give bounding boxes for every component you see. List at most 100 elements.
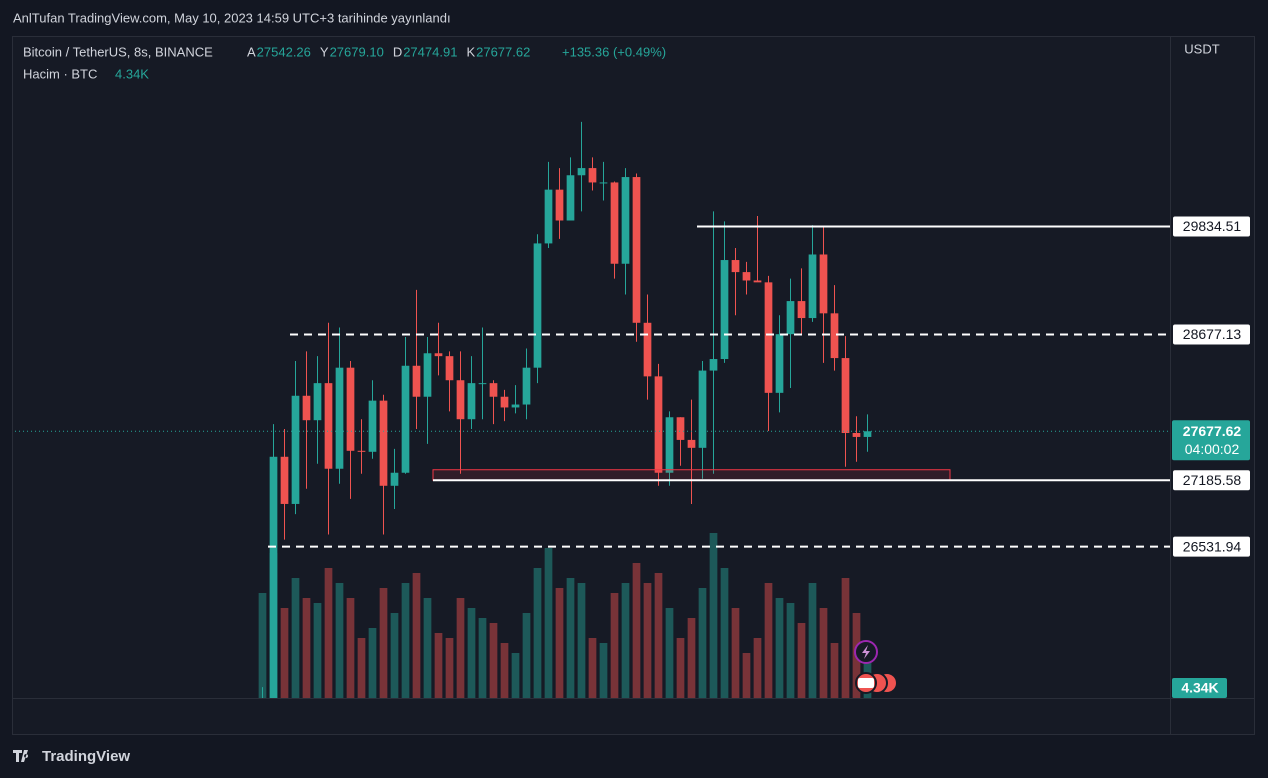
volume-bar [841,578,850,698]
candle-body [467,383,476,420]
volume-bar [445,638,454,698]
candle-body [489,383,498,397]
volume-bar [687,618,696,698]
candle-body [302,395,311,421]
volume-bar [588,638,597,698]
volume-bar [665,608,674,698]
volume-bar [819,608,828,698]
level-tag [1173,536,1250,557]
candle-body [797,301,806,319]
volume-bar [390,613,399,698]
volume-bar [599,643,608,698]
candle-body [291,395,300,504]
candle-body [368,400,377,452]
volume-bar [533,568,542,698]
level-tag-label: 28677.13 [1183,326,1242,342]
volume-bar [478,618,487,698]
volume-bar [577,583,586,698]
ohlc-value: 27542.26 [257,44,311,59]
ohlc-key: Y [320,44,329,59]
volume-layer [258,533,872,698]
candle-body [478,383,487,385]
volume-title: Hacim · BTC [23,66,97,81]
volume-bar [709,533,718,698]
countdown: 04:00:02 [1185,441,1240,457]
candle-body [731,260,740,273]
candle-body [610,182,619,264]
candle-body [390,472,399,486]
candle-body [632,177,641,323]
candle-body [511,404,520,408]
last-price-tag [1172,420,1250,461]
symbol: Bitcoin / TetherUS, 8s, BINANCE [23,44,213,59]
candle-body [665,417,674,473]
volume-bar [544,548,553,698]
ohlc-key: D [393,44,402,59]
volume-bar [775,598,784,698]
volume-bar [291,578,300,698]
volume-bar [401,583,410,698]
candle-body [819,254,828,314]
level-tag [1173,324,1250,345]
volume-bar [698,588,707,698]
candle-body [379,400,388,486]
candle-body [533,243,542,368]
volume-bar [654,573,663,698]
candle-body [346,367,355,451]
candle-body [841,358,850,433]
candle-body [720,260,729,360]
candle-body [588,168,597,183]
volume-bar [610,593,619,698]
published-note: AnlTufan TradingView.com, May 10, 2023 1… [13,10,451,25]
candle-body [522,367,531,405]
candle-body [324,383,333,469]
volume-bar [489,623,498,698]
volume-bar [808,583,817,698]
volume-bar [368,628,377,698]
candle-body [643,322,652,377]
candle-body [434,353,443,357]
candle-body [500,396,509,408]
candle-body [544,189,553,244]
ohlc-value: 27679.10 [330,44,384,59]
volume-bar [555,588,564,698]
volume-bar [313,603,322,698]
candle-body [764,282,773,393]
candle-body [775,334,784,393]
candle-body [445,356,454,381]
candle-body [335,367,344,469]
last-price-label: 27677.62 [1183,423,1242,439]
level-tag [1173,216,1250,237]
volume-bar [346,598,355,698]
volume-bar [753,638,762,698]
volume-bar [742,653,751,698]
footer-logo: TradingView [13,748,130,765]
volume-bar [797,623,806,698]
candle-body [687,439,696,448]
volume-bar [467,608,476,698]
volume-bar [632,563,641,698]
volume-tag-label: 4.34K [1181,680,1218,696]
candle-body [753,280,762,283]
volume-bar [511,653,520,698]
volume-bar [412,573,421,698]
candle-body [621,177,630,264]
candle-body [577,168,586,176]
level-tag-label: 26531.94 [1183,538,1242,554]
logo-mark [13,750,29,762]
candle-body [852,432,861,437]
ohlc-key: A [247,44,256,59]
candle-body [423,353,432,397]
candle-body [676,417,685,440]
volume-bar [522,613,531,698]
candle-layer [262,121,872,698]
candle-body [313,383,322,421]
candle-body [830,313,839,359]
candle-body [786,301,795,335]
volume-bar [676,638,685,698]
volume-bar [643,583,652,698]
volume-bar [357,638,366,698]
volume-bar [731,608,740,698]
level-tag-label: 29834.51 [1183,218,1242,234]
event-icons [854,640,898,694]
